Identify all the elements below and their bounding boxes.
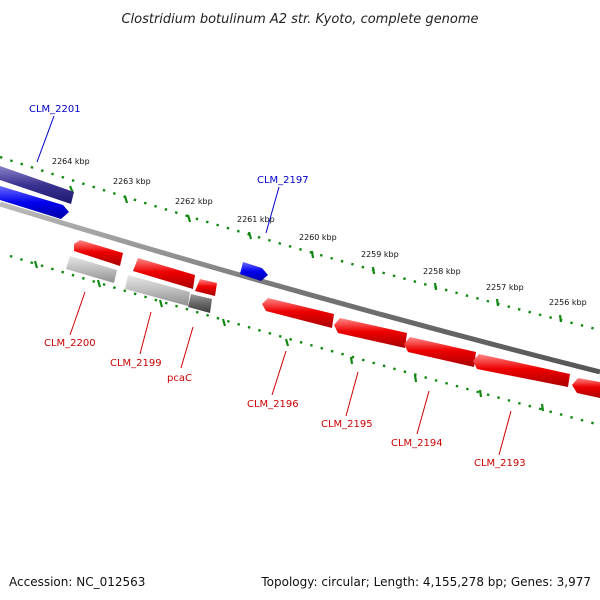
accession-text: Accession: NC_012563 xyxy=(9,575,145,589)
feature-pcaC-grey[interactable] xyxy=(188,294,212,313)
scale-label: 2257 kbp xyxy=(486,283,524,292)
gene-label-CLM_2199[interactable]: CLM_2199 xyxy=(110,358,162,369)
feature-CLM_2197[interactable] xyxy=(240,262,268,281)
feature-CLM_2201-block[interactable] xyxy=(0,166,74,204)
scale-label: 2259 kbp xyxy=(361,250,399,259)
leader-lines xyxy=(36,115,512,456)
scale-label: 2263 kbp xyxy=(113,177,151,186)
feature-CLM_2199-grey[interactable] xyxy=(125,275,190,306)
gene-label-CLM_2195[interactable]: CLM_2195 xyxy=(321,419,373,430)
feature-CLM_2200-grey[interactable] xyxy=(66,256,117,283)
feature-CLM_2196[interactable] xyxy=(262,298,334,328)
scale-label: 2261 kbp xyxy=(237,215,275,224)
scale-labels: 2264 kbp 2263 kbp 2262 kbp 2261 kbp 2260… xyxy=(52,157,587,307)
feature-CLM_2201-arrow[interactable] xyxy=(0,186,69,219)
reverse-major-ticks xyxy=(33,260,545,412)
scale-label: 2260 kbp xyxy=(299,233,337,242)
scale-label: 2264 kbp xyxy=(52,157,90,166)
feature-CLM_2199-red[interactable] xyxy=(133,258,195,289)
feature-CLM_2193[interactable] xyxy=(473,354,570,387)
forward-tick-track xyxy=(0,155,600,332)
gene-label-CLM_2200[interactable]: CLM_2200 xyxy=(44,338,96,349)
forward-major-ticks xyxy=(68,185,563,323)
feature-CLM_2194[interactable] xyxy=(404,337,476,367)
scale-label: 2258 kbp xyxy=(423,267,461,276)
feature-CLM_2200-red[interactable] xyxy=(74,240,123,266)
gene-label-CLM_2201[interactable]: CLM_2201 xyxy=(29,104,81,115)
gene-label-pcaC[interactable]: pcaC xyxy=(167,373,192,384)
feature-CLM_2195[interactable] xyxy=(334,318,407,348)
genome-backbone xyxy=(0,201,600,375)
feature-partial-right[interactable] xyxy=(572,378,600,398)
gene-label-CLM_2194[interactable]: CLM_2194 xyxy=(391,438,443,449)
gene-label-CLM_2193[interactable]: CLM_2193 xyxy=(474,458,526,469)
map-title: Clostridium botulinum A2 str. Kyoto, com… xyxy=(121,12,478,27)
topology-text: Topology: circular; Length: 4,155,278 bp… xyxy=(260,575,591,589)
gene-label-CLM_2197[interactable]: CLM_2197 xyxy=(257,175,309,186)
gene-label-CLM_2196[interactable]: CLM_2196 xyxy=(247,399,299,410)
feature-pcaC-red[interactable] xyxy=(195,279,217,296)
scale-label: 2262 kbp xyxy=(175,197,213,206)
scale-label: 2256 kbp xyxy=(549,298,587,307)
